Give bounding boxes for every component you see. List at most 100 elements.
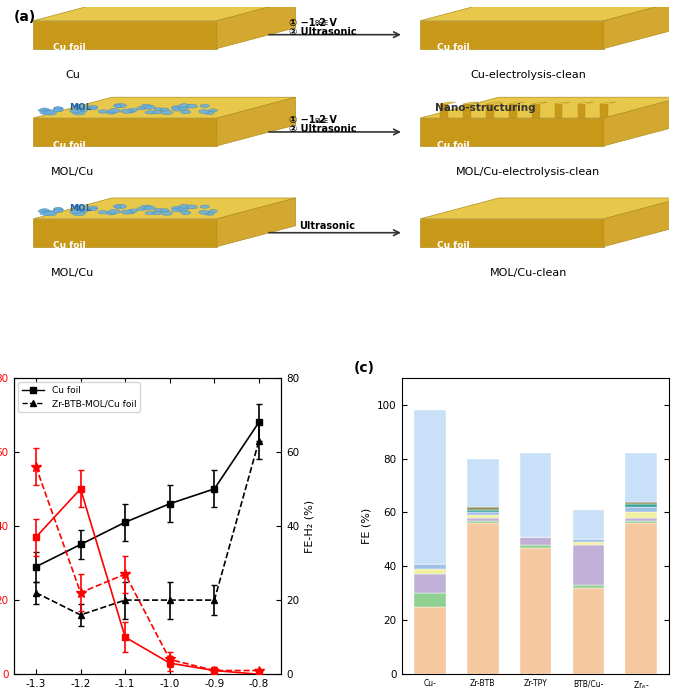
- Bar: [414, 569, 445, 574]
- Bar: [466, 513, 499, 515]
- Ellipse shape: [89, 107, 97, 110]
- Ellipse shape: [114, 103, 126, 108]
- Ellipse shape: [180, 211, 191, 215]
- Ellipse shape: [53, 208, 64, 211]
- Ellipse shape: [171, 107, 182, 111]
- Ellipse shape: [54, 207, 62, 211]
- Polygon shape: [578, 104, 585, 118]
- Ellipse shape: [44, 211, 57, 216]
- Text: Cu foil: Cu foil: [436, 241, 469, 250]
- Polygon shape: [420, 198, 682, 219]
- Ellipse shape: [161, 211, 173, 215]
- Polygon shape: [509, 104, 516, 118]
- Ellipse shape: [199, 211, 209, 214]
- Ellipse shape: [145, 211, 154, 215]
- Ellipse shape: [53, 209, 63, 213]
- Bar: [520, 537, 551, 545]
- Bar: [572, 539, 604, 542]
- Polygon shape: [555, 104, 563, 118]
- Ellipse shape: [44, 111, 57, 115]
- Ellipse shape: [113, 205, 122, 208]
- Bar: [520, 453, 551, 537]
- Ellipse shape: [42, 109, 54, 114]
- Ellipse shape: [144, 105, 155, 109]
- Polygon shape: [440, 102, 456, 104]
- Ellipse shape: [107, 212, 116, 215]
- Ellipse shape: [178, 107, 189, 110]
- Polygon shape: [420, 118, 604, 146]
- Polygon shape: [33, 21, 217, 49]
- Bar: [626, 502, 657, 504]
- Text: MOL/Cu: MOL/Cu: [51, 167, 94, 178]
- Ellipse shape: [209, 109, 217, 112]
- Polygon shape: [420, 21, 604, 49]
- Ellipse shape: [74, 205, 85, 209]
- Ellipse shape: [53, 107, 64, 111]
- Ellipse shape: [180, 110, 191, 114]
- Ellipse shape: [121, 109, 133, 114]
- Polygon shape: [600, 104, 609, 118]
- Text: MOL/Cu-clean: MOL/Cu-clean: [490, 268, 567, 278]
- Bar: [572, 585, 604, 588]
- Ellipse shape: [178, 207, 189, 211]
- Ellipse shape: [70, 109, 81, 113]
- Text: MOL: MOL: [70, 204, 92, 213]
- Ellipse shape: [141, 105, 152, 108]
- Polygon shape: [420, 219, 604, 246]
- Ellipse shape: [152, 111, 162, 114]
- Bar: [520, 548, 551, 674]
- Ellipse shape: [160, 208, 169, 212]
- Ellipse shape: [40, 211, 51, 215]
- Ellipse shape: [72, 211, 85, 216]
- Ellipse shape: [209, 210, 217, 213]
- Ellipse shape: [40, 208, 49, 212]
- Polygon shape: [33, 97, 296, 118]
- Ellipse shape: [205, 212, 214, 215]
- Ellipse shape: [40, 110, 51, 114]
- Polygon shape: [604, 198, 682, 246]
- Ellipse shape: [107, 111, 116, 114]
- Ellipse shape: [75, 108, 88, 112]
- Text: Cu foil: Cu foil: [436, 43, 469, 52]
- Ellipse shape: [76, 109, 85, 111]
- Ellipse shape: [113, 105, 122, 107]
- Text: MOL/Cu: MOL/Cu: [51, 268, 94, 278]
- Ellipse shape: [54, 107, 62, 109]
- Polygon shape: [604, 0, 682, 49]
- Text: MOL/Cu-electrolysis-clean: MOL/Cu-electrolysis-clean: [456, 167, 600, 178]
- Polygon shape: [420, 97, 682, 118]
- Polygon shape: [578, 102, 594, 104]
- Ellipse shape: [70, 210, 81, 214]
- Bar: [414, 593, 445, 607]
- Ellipse shape: [128, 108, 138, 111]
- Polygon shape: [604, 97, 682, 146]
- Ellipse shape: [76, 209, 85, 212]
- Bar: [572, 545, 604, 585]
- Ellipse shape: [171, 206, 181, 210]
- Polygon shape: [600, 102, 616, 104]
- Polygon shape: [486, 104, 494, 118]
- Ellipse shape: [154, 108, 163, 111]
- Ellipse shape: [40, 108, 49, 111]
- Ellipse shape: [53, 108, 63, 112]
- Ellipse shape: [88, 206, 98, 210]
- Ellipse shape: [38, 210, 47, 213]
- Ellipse shape: [154, 208, 163, 211]
- Ellipse shape: [145, 111, 154, 114]
- Ellipse shape: [141, 205, 152, 209]
- Ellipse shape: [42, 210, 54, 214]
- Ellipse shape: [186, 205, 197, 209]
- Text: (c): (c): [354, 361, 374, 375]
- Polygon shape: [217, 97, 296, 146]
- Ellipse shape: [89, 208, 97, 211]
- Text: ② Ultrasonic: ② Ultrasonic: [289, 27, 357, 36]
- Ellipse shape: [88, 105, 98, 109]
- Polygon shape: [531, 104, 540, 118]
- Ellipse shape: [114, 204, 126, 208]
- Ellipse shape: [74, 105, 85, 108]
- Bar: [414, 574, 445, 593]
- Bar: [626, 524, 657, 674]
- Ellipse shape: [171, 106, 181, 109]
- Bar: [626, 521, 657, 524]
- Polygon shape: [33, 198, 296, 219]
